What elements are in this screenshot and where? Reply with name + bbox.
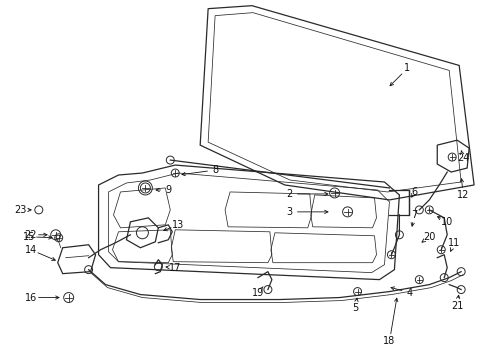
- Text: 6: 6: [410, 187, 417, 197]
- Text: 4: 4: [406, 288, 411, 298]
- Text: 9: 9: [165, 185, 171, 195]
- Text: 5: 5: [352, 302, 358, 312]
- Text: 23: 23: [15, 205, 27, 215]
- Text: 22: 22: [24, 230, 37, 240]
- Text: 8: 8: [212, 165, 218, 175]
- Text: 10: 10: [440, 217, 452, 227]
- Text: 15: 15: [22, 232, 35, 242]
- Text: 20: 20: [422, 232, 435, 242]
- Text: 11: 11: [447, 238, 459, 248]
- Text: 1: 1: [404, 63, 409, 73]
- Text: 16: 16: [25, 293, 37, 302]
- Text: 18: 18: [383, 336, 395, 346]
- Text: 21: 21: [450, 301, 463, 311]
- Text: 24: 24: [456, 153, 468, 163]
- Text: 19: 19: [251, 288, 264, 298]
- Text: 7: 7: [410, 210, 417, 220]
- Text: 12: 12: [456, 190, 468, 200]
- Text: 13: 13: [172, 220, 184, 230]
- Text: 14: 14: [25, 245, 37, 255]
- Text: 2: 2: [286, 189, 292, 199]
- Text: 3: 3: [286, 207, 292, 217]
- Text: 17: 17: [169, 263, 181, 273]
